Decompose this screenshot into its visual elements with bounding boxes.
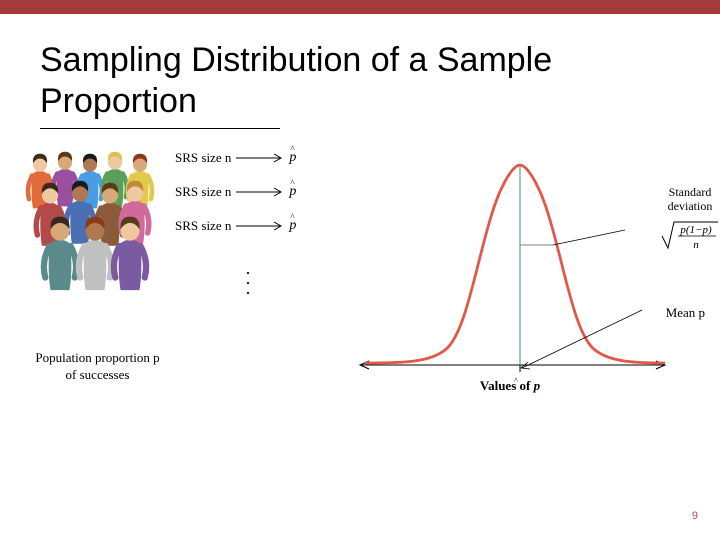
sd-label-block: Standard deviation p(1−p) n <box>660 185 720 255</box>
population-caption: Population proportion p of successes <box>20 350 175 384</box>
population-caption-line2: of successes <box>66 367 130 382</box>
srs-label: SRS size n <box>175 218 231 234</box>
srs-label: SRS size n <box>175 184 231 200</box>
header-accent-bar <box>0 0 720 14</box>
population-caption-line1: Population proportion p <box>35 350 159 365</box>
srs-label: SRS size n <box>175 150 231 166</box>
mean-label: Mean p <box>666 305 705 321</box>
p-hat-symbol: ^p <box>289 184 296 200</box>
sqrt-icon: p(1−p) n <box>660 218 720 252</box>
arrow-right-icon <box>234 153 286 163</box>
srs-row: SRS size n ^p <box>175 218 335 234</box>
sd-pointer-line <box>553 230 625 245</box>
sd-formula: p(1−p) n <box>660 218 720 255</box>
arrow-right-icon <box>234 187 286 197</box>
sd-label-line2: deviation <box>660 199 720 213</box>
srs-row: SRS size n ^p <box>175 184 335 200</box>
page-number: 9 <box>692 510 698 522</box>
left-panel: SRS size n ^p SRS size n ^p SRS size n <box>20 140 330 420</box>
p-hat-symbol: ^p <box>289 150 296 166</box>
mean-pointer-line <box>522 310 642 368</box>
vertical-dots: ··· <box>245 268 251 298</box>
population-crowd-illustration <box>20 140 165 295</box>
sd-label-line1: Standard <box>660 185 720 199</box>
right-panel: Values of p ^ Standard deviation p(1−p) … <box>345 140 715 420</box>
svg-text:n: n <box>693 239 699 251</box>
srs-arrows-block: SRS size n ^p SRS size n ^p SRS size n <box>175 150 335 252</box>
arrow-right-icon <box>234 221 286 231</box>
svg-text:p(1−p): p(1−p) <box>679 224 712 236</box>
normal-curve <box>365 165 665 363</box>
normal-curve-svg: Values of p ^ <box>345 140 715 420</box>
p-hat-symbol: ^p <box>289 218 296 234</box>
title-underline <box>40 128 280 129</box>
axis-phat-hat: ^ <box>514 376 518 385</box>
slide-title: Sampling Distribution of a Sample Propor… <box>40 40 680 122</box>
crowd-svg <box>20 140 165 295</box>
srs-row: SRS size n ^p <box>175 150 335 166</box>
axis-title: Values of p <box>480 378 541 393</box>
content-area: SRS size n ^p SRS size n ^p SRS size n <box>20 140 700 490</box>
